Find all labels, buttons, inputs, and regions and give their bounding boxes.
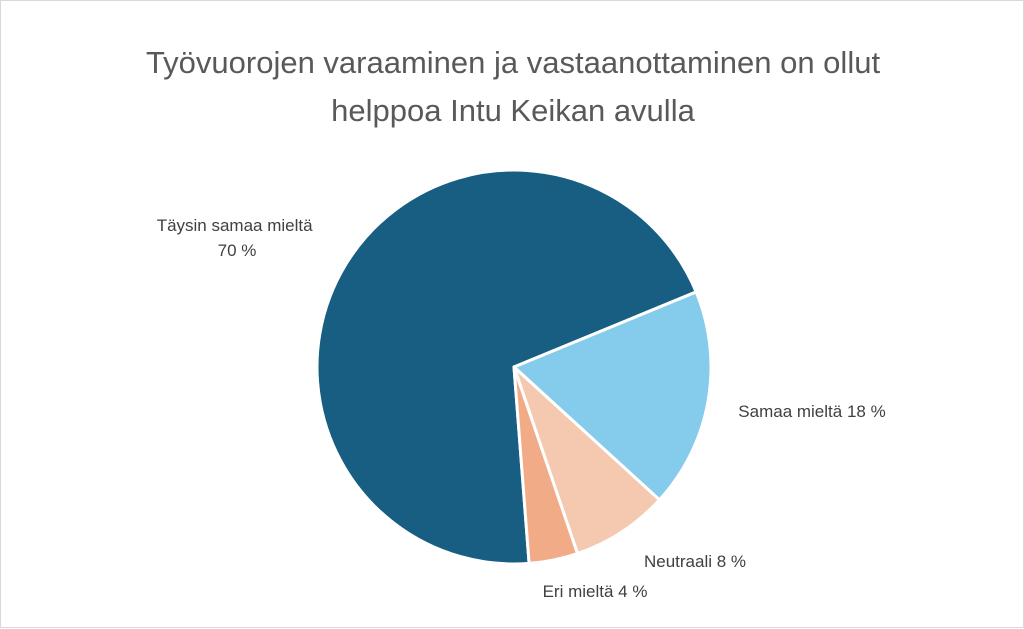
data-label-1-value: 18 % <box>847 402 886 421</box>
data-label-0-value: 70 % <box>218 241 257 260</box>
pie-data-labels: Täysin samaa mieltä 70 % Samaa mieltä 18… <box>157 216 886 601</box>
data-label-2: Neutraali 8 % <box>644 552 746 571</box>
data-label-3: Eri mieltä 4 % <box>543 582 648 601</box>
data-label-3-name: Eri mieltä <box>543 582 619 601</box>
chart-title-line-2: helppoa Intu Keikan avulla <box>331 93 695 128</box>
chart-title-line-1: Työvuorojen varaaminen ja vastaanottamin… <box>145 45 881 80</box>
data-label-0-name: Täysin samaa mieltä <box>157 216 313 235</box>
data-label-2-value: 8 % <box>717 552 746 571</box>
pie-slice-1 <box>512 290 713 502</box>
pie-slice-3 <box>512 365 579 565</box>
data-label-1-name: Samaa mieltä <box>738 402 847 421</box>
data-label-1: Samaa mieltä 18 % <box>738 402 885 421</box>
data-label-3-value: 4 % <box>618 582 647 601</box>
chart-title: Työvuorojen varaaminen ja vastaanottamin… <box>1 39 1024 135</box>
pie-slice-2 <box>512 365 661 555</box>
data-label-2-name: Neutraali <box>644 552 717 571</box>
pie-slice-0 <box>315 168 698 566</box>
data-label-0: Täysin samaa mieltä 70 % <box>157 216 318 260</box>
pie-slices <box>315 168 713 566</box>
